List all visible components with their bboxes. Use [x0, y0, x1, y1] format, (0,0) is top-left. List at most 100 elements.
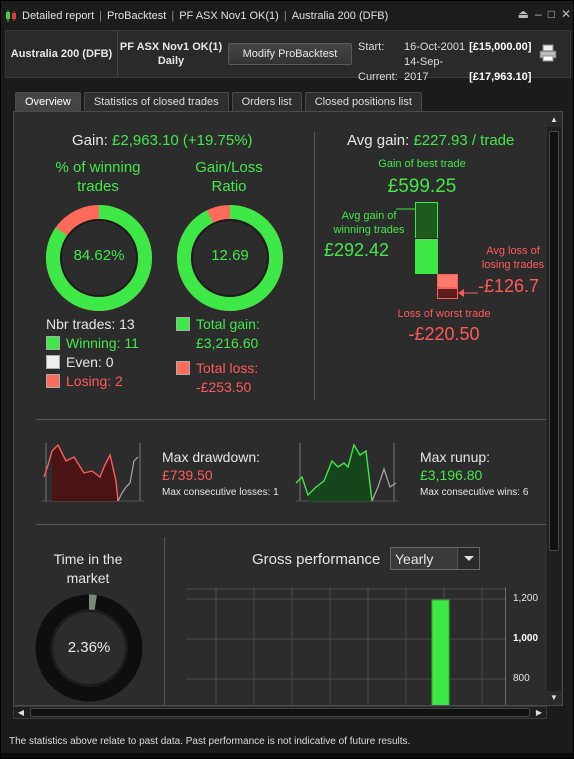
title-separator: |	[99, 10, 103, 22]
total-gain-row: Total gain:	[176, 315, 260, 334]
section-divider	[36, 419, 546, 420]
date-range: Start: 16-Oct-2001 [£15,000.00] Current: 1…	[358, 40, 531, 85]
current-date: 14-Sep-2017	[404, 56, 444, 83]
candlestick-icon	[4, 9, 18, 23]
drawdown-chart	[42, 443, 144, 502]
ring-fill	[177, 205, 283, 311]
avg-win-value: £292.42	[324, 240, 390, 260]
winning-trades-title: % of winning trades	[38, 158, 158, 196]
title-separator: |	[171, 10, 175, 22]
chart-grid	[186, 587, 506, 705]
chevron-down-icon[interactable]	[457, 548, 479, 569]
ring-fill	[35, 594, 143, 702]
tab-statistics[interactable]: Statistics of closed trades	[83, 92, 229, 111]
total-gain-value: £3,216.60	[196, 335, 259, 351]
best-trade-label: Gain of best trade	[378, 158, 466, 170]
ratio-value: 12.69	[211, 247, 249, 264]
bar-baseline	[415, 238, 438, 239]
avg-gain-line: Avg gain: £227.93 / trade	[347, 132, 514, 149]
avg-win-label-line: winning trades	[333, 224, 405, 236]
gain-value: £2,963.10 (+19.75%)	[112, 132, 253, 149]
avg-gain-label: Avg gain:	[347, 132, 410, 149]
scroll-down-icon[interactable]: ▼	[547, 691, 561, 705]
scroll-up-icon[interactable]: ▲	[547, 113, 561, 127]
worst-trade-bar	[437, 288, 458, 299]
title-bar: Detailed report | ProBacktest | PF ASX N…	[1, 5, 573, 27]
winning-swatch	[46, 336, 60, 350]
vertical-scrollbar[interactable]: ▲ ▼	[547, 113, 561, 705]
maximize-icon[interactable]: □	[547, 7, 555, 21]
gross-performance-label: Gross performance	[252, 551, 381, 568]
winning-row: Winning: 11	[46, 334, 139, 353]
ring-inner	[51, 610, 127, 686]
axis-tick-800: 800	[513, 673, 530, 684]
period-select[interactable]: Yearly	[390, 547, 480, 570]
time-in-market-value: 2.36%	[67, 639, 111, 656]
total-gain-swatch	[176, 317, 190, 331]
losing-count: Losing: 2	[66, 373, 123, 389]
time-market-line: market	[66, 570, 110, 586]
gross-performance-chart	[186, 587, 506, 705]
time-in-market-ring	[35, 594, 143, 702]
trade-counts: Nbr trades: 13 Winning: 11 Even: 0 Losin…	[46, 315, 139, 391]
period-label: Daily	[157, 55, 185, 67]
window-controls: ⏏ – □ ✕	[518, 7, 571, 21]
avg-loss-label-line: losing trades	[481, 259, 545, 271]
current-label: Current:	[358, 71, 398, 83]
drawdown-label: Max drawdown:	[162, 449, 261, 465]
scroll-left-icon[interactable]: ◀	[17, 708, 25, 717]
title-report: Detailed report	[22, 10, 95, 22]
ratio-title-line: Ratio	[211, 178, 247, 195]
consecutive-losses: Max consecutive losses: 1	[162, 487, 279, 498]
avg-loss-label: Avg loss of losing trades	[466, 244, 560, 272]
vertical-divider-bottom	[164, 537, 165, 705]
runup-value: £3,196.80	[420, 467, 483, 483]
tab-closed-positions[interactable]: Closed positions list	[304, 92, 422, 111]
even-count: Even: 0	[66, 354, 114, 370]
even-swatch	[46, 355, 60, 369]
tab-overview[interactable]: Overview	[15, 92, 81, 111]
vertical-divider	[314, 132, 315, 400]
ring-inner-border	[60, 219, 138, 297]
close-icon[interactable]: ✕	[560, 7, 571, 21]
start-label: Start:	[358, 41, 385, 53]
winning-count: Winning: 11	[66, 335, 139, 351]
horizontal-scroll-thumb[interactable]	[30, 708, 530, 717]
gain-line: Gain: £2,963.10 (+19.75%)	[72, 132, 253, 149]
runup-label: Max runup:	[420, 449, 491, 465]
winning-title-line: trades	[77, 178, 119, 195]
ring-inner-border	[191, 219, 269, 297]
print-icon[interactable]	[538, 43, 558, 63]
avg-loss-value: -£126.7	[478, 276, 540, 296]
avg-loss-arrow	[458, 289, 478, 297]
best-trade-bar	[415, 202, 438, 239]
vertical-scroll-thumb[interactable]	[549, 131, 559, 551]
total-loss-label: Total loss:	[196, 360, 259, 376]
worst-trade-label: Loss of worst trade	[397, 308, 491, 320]
horizontal-scrollbar[interactable]: ◀ ▶	[13, 706, 547, 719]
modify-probacktest-button[interactable]: Modify ProBacktest	[228, 43, 352, 65]
scroll-right-icon[interactable]: ▶	[535, 708, 543, 717]
title-probacktest: ProBacktest	[107, 10, 167, 22]
total-loss-swatch	[176, 361, 190, 375]
best-trade-value: £599.25	[387, 176, 457, 197]
ratio-ring	[177, 205, 283, 311]
runup-chart	[295, 443, 398, 502]
start-capital: [£15,000.00]	[469, 41, 532, 53]
disclaimer: The statistics above relate to past data…	[1, 733, 573, 753]
losing-row: Losing: 2	[46, 372, 139, 391]
start-date: 16-Oct-2001	[404, 41, 466, 53]
ring-fill	[46, 205, 152, 311]
overview-panel: Gain: £2,963.10 (+19.75%) % of winning t…	[13, 111, 563, 706]
winning-title-line: % of winning	[55, 159, 141, 176]
avg-win-label-line: Avg gain of	[341, 210, 397, 222]
instrument-name: Australia 200 (DFB)	[6, 31, 118, 77]
avg-gain-value: £227.93 / trade	[413, 132, 515, 149]
consecutive-wins: Max consecutive wins: 6	[420, 487, 529, 498]
tab-bar: Overview Statistics of closed trades Ord…	[15, 92, 422, 111]
tab-orders-list[interactable]: Orders list	[231, 92, 302, 111]
detach-icon[interactable]: ⏏	[517, 7, 529, 21]
avg-loss-bar	[437, 274, 458, 288]
minimize-icon[interactable]: –	[535, 7, 542, 21]
